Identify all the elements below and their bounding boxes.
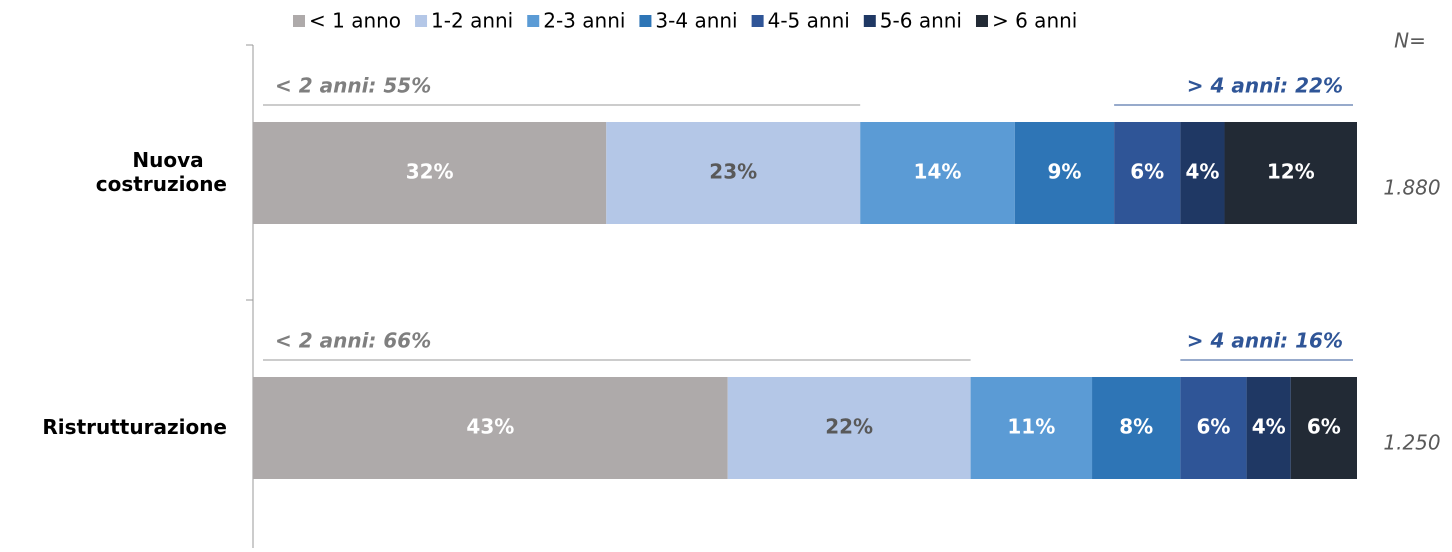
- bar-segment: [970, 377, 1093, 479]
- n-value: 1.250: [1383, 431, 1440, 455]
- group-annotation: > 4 anni: 16%: [1187, 329, 1343, 353]
- bar-segment: [253, 377, 728, 479]
- bar-segment: [253, 122, 607, 224]
- legend-swatch: [975, 15, 988, 27]
- bar-segment: [1180, 122, 1225, 224]
- legend-swatch: [293, 15, 305, 27]
- legend-swatch: [639, 15, 652, 27]
- value-label: 4%: [1252, 415, 1286, 439]
- legend-label: > 6 anni: [992, 9, 1077, 33]
- legend-label: 5-6 anni: [880, 9, 962, 33]
- bar-segment: [1290, 377, 1357, 479]
- value-label: 12%: [1267, 160, 1315, 184]
- group-annotation: < 2 anni: 66%: [275, 329, 431, 353]
- bar-segment: [1180, 377, 1247, 479]
- category-label: Nuova costruzione: [96, 148, 227, 196]
- legend-swatch: [863, 15, 876, 27]
- group-annotation: > 4 anni: 22%: [1187, 74, 1343, 98]
- value-label: 6%: [1307, 415, 1341, 439]
- value-label: 4%: [1185, 160, 1219, 184]
- bar-segment: [606, 122, 861, 224]
- bar-segment: [1246, 377, 1291, 479]
- n-value: 1.880: [1383, 176, 1440, 200]
- legend-label: < 1 anno: [309, 9, 401, 33]
- value-label: 32%: [406, 160, 454, 184]
- legend-swatch: [751, 15, 764, 27]
- legend-swatch: [415, 15, 428, 27]
- value-label: 43%: [466, 415, 514, 439]
- n-header: N=: [1394, 29, 1426, 53]
- legend-label: 4-5 anni: [768, 9, 850, 33]
- legend-swatch: [527, 15, 540, 27]
- bar-segment: [1224, 122, 1357, 224]
- group-annotation: < 2 anni: 55%: [275, 74, 431, 98]
- bar-segment: [1114, 122, 1181, 224]
- category-label: Ristrutturazione: [42, 415, 227, 439]
- legend-label: 2-3 anni: [543, 9, 625, 33]
- bar-segment: [860, 122, 1015, 224]
- bar-segment: [1092, 377, 1181, 479]
- bar-segment: [727, 377, 971, 479]
- value-label: 14%: [914, 160, 962, 184]
- value-label: 22%: [825, 415, 873, 439]
- value-label: 6%: [1196, 415, 1230, 439]
- value-label: 11%: [1007, 415, 1055, 439]
- value-label: 6%: [1130, 160, 1164, 184]
- legend-label: 3-4 anni: [655, 9, 737, 33]
- legend-label: 1-2 anni: [431, 9, 513, 33]
- value-label: 9%: [1047, 160, 1081, 184]
- value-label: 23%: [709, 160, 757, 184]
- bar-segment: [1014, 122, 1115, 224]
- value-label: 8%: [1119, 415, 1153, 439]
